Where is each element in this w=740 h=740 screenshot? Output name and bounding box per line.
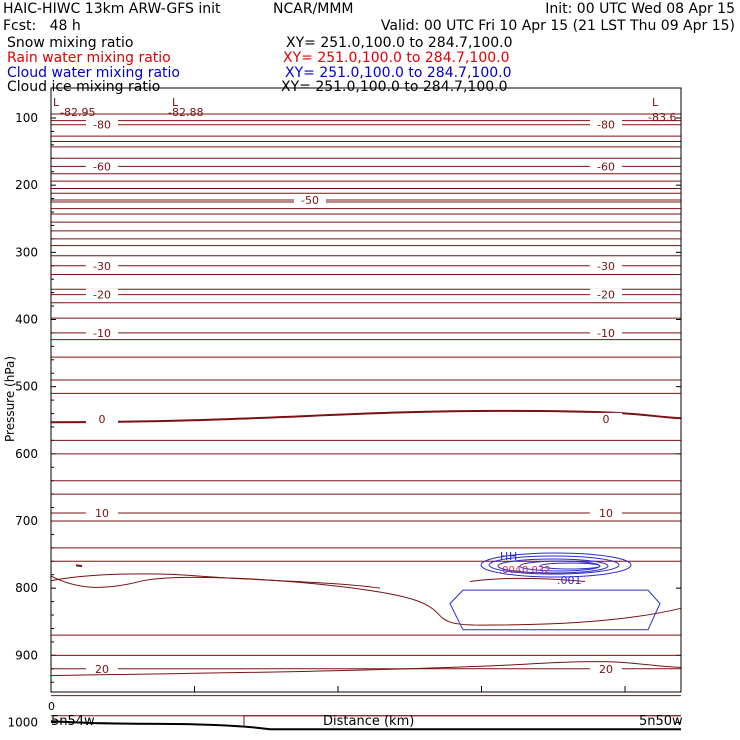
x-axis-label: Distance (km): [323, 714, 414, 729]
label-gap: [590, 506, 622, 518]
isotherm-label-left: -60: [93, 160, 111, 173]
field-xy-snow: XY= 251.0,100.0 to 284.7,100.0: [286, 35, 513, 51]
cloud-water-contour-0: [480, 552, 632, 578]
cloud-water-label: 0.032: [522, 565, 551, 576]
forecast-hour: Fcst: 48 h: [3, 18, 81, 34]
init-time: Init: 00 UTC Wed 08 Apr 15: [545, 1, 735, 17]
low-marker: L: [172, 96, 179, 109]
y-tick-label: 200: [15, 178, 38, 192]
isotherm-label-left: -80: [93, 119, 111, 132]
field-label-cloud-ice: Cloud ice mixing ratio: [7, 79, 161, 95]
label-gap: [590, 160, 622, 172]
isotherm-low-wave: [50, 575, 682, 626]
isotherm-20-curve: [50, 661, 682, 676]
y-tick-label: 1000: [7, 716, 38, 730]
label-gap: [590, 259, 622, 271]
field-label-snow: Snow mixing ratio: [7, 35, 134, 51]
cloud-water-outer-contour: [449, 589, 661, 631]
valid-time: Valid: 00 UTC Fri 10 Apr 15 (21 LST Thu …: [380, 18, 735, 34]
isotherm-label-right: -10: [597, 327, 615, 340]
isotherm-label-right: 10: [599, 507, 613, 520]
y-tick-label: 600: [15, 447, 38, 461]
field-label-cloud-water: Cloud water mixing ratio: [7, 65, 180, 81]
cloud-water-value-label: .001: [557, 574, 582, 587]
low-value: -82.88: [168, 106, 203, 119]
label-gap: [590, 326, 622, 338]
isotherm-label-right: -60: [597, 160, 615, 173]
model-title: HAIC-HIWC 13km ARW-GFS init: [3, 1, 221, 17]
x-right-label: 5n50w: [639, 714, 683, 729]
isotherm-label-right: -80: [597, 119, 615, 132]
y-tick-label: 500: [15, 380, 38, 394]
isotherm-label-left: -20: [93, 289, 111, 302]
label-gap: [86, 160, 118, 172]
field-xy-rain: XY= 251.0,100.0 to 284.7,100.0: [283, 50, 510, 66]
label-gap: [86, 326, 118, 338]
cloud-water-label: .004: [499, 565, 521, 576]
surface-line: [50, 720, 681, 731]
isotherm-label-left: 10: [95, 507, 109, 520]
label-gap: [86, 288, 118, 300]
y-tick-label: 100: [15, 111, 38, 125]
low-marker: L: [652, 96, 659, 109]
x-left-label: 5n54w: [51, 714, 95, 729]
isotherm-0: [50, 409, 682, 424]
isotherm-label-mid: -50: [301, 194, 319, 207]
label-gap: [86, 412, 118, 424]
low-value: -82.95: [60, 106, 95, 119]
low-marker: L: [53, 96, 60, 109]
isotherm-label-right: 20: [599, 663, 613, 676]
label-gap: [86, 506, 118, 518]
field-label-rain: Rain water mixing ratio: [7, 50, 171, 66]
isotherm-label-left: -10: [93, 327, 111, 340]
label-gap: [294, 193, 326, 205]
plot-frame: [50, 87, 682, 693]
label-gap: [590, 288, 622, 300]
label-gap: [590, 412, 622, 424]
isotherm-low-wave-3: [469, 577, 586, 582]
y-tick-label: 700: [15, 514, 38, 528]
org-label: NCAR/MMM: [273, 1, 354, 17]
y-axis-label: Pressure (hPa): [3, 356, 17, 442]
isotherm-label-right: -30: [597, 260, 615, 273]
isotherm-label-right: 0: [603, 413, 610, 426]
y-tick-label: 800: [15, 581, 38, 595]
isotherm-label-left: 20: [95, 663, 109, 676]
isotherm-small-contour: [75, 564, 83, 567]
label-gap: [590, 118, 622, 130]
y-tick-label: 300: [15, 245, 38, 259]
cloud-water-contour-4: [539, 562, 601, 570]
cloud-water-contour-2: [497, 558, 609, 574]
cloud-water-high: H: [500, 550, 508, 563]
field-xy-cloud-water: XY= 251.0,100.0 to 284.7,100.0: [285, 65, 512, 81]
label-gap: [86, 259, 118, 271]
y-tick-label: 400: [15, 313, 38, 327]
isotherm-label-right: -20: [597, 289, 615, 302]
label-gap: [86, 662, 118, 674]
near-surface-isotherm: [243, 715, 681, 726]
x-tick-label-0: 0: [48, 700, 55, 713]
low-value: -83.6: [648, 111, 676, 124]
y-tick-label: 900: [15, 648, 38, 662]
field-xy-cloud-ice: XY= 251.0,100.0 to 284.7,100.0: [281, 79, 508, 95]
isotherm-low-wave-2: [50, 573, 381, 589]
cloud-water-contour-1: [488, 555, 620, 575]
label-gap: [86, 118, 118, 130]
label-gap: [590, 662, 622, 674]
isotherm-label-left: 0: [99, 413, 106, 426]
cloud-water-high: H: [509, 550, 517, 563]
isotherm-label-left: -30: [93, 260, 111, 273]
